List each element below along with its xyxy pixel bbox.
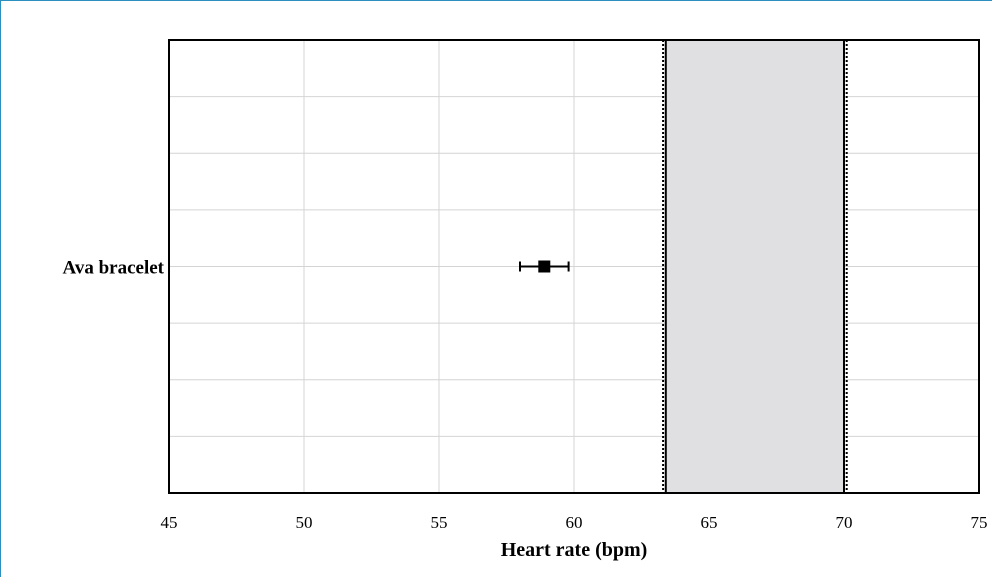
plot-area-border [168, 39, 980, 494]
x-tick-labels: 45 50 55 60 65 70 75 [161, 513, 988, 532]
x-tick-label: 65 [701, 513, 718, 532]
x-tick-label: 50 [296, 513, 313, 532]
category-label: Ava bracelet [63, 258, 165, 279]
x-tick-label: 55 [431, 513, 448, 532]
x-tick-label: 60 [566, 513, 583, 532]
data-points [519, 260, 570, 273]
reference-lines [662, 40, 848, 493]
data-point-marker [538, 260, 551, 273]
reference-band [665, 40, 844, 493]
x-tick-label: 45 [161, 513, 178, 532]
grid [168, 40, 980, 493]
x-tick-label: 70 [836, 513, 853, 532]
y-category-labels: Ava bracelet [63, 258, 165, 279]
x-axis-title: Heart rate (bpm) [501, 539, 648, 561]
x-tick-label: 75 [971, 513, 988, 532]
